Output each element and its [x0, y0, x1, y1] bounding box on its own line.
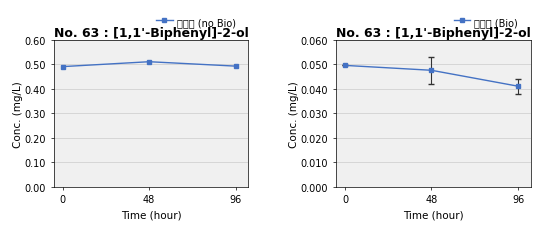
Text: No. 63 : [1,1'-Biphenyl]-2-ol: No. 63 : [1,1'-Biphenyl]-2-ol	[54, 26, 248, 39]
X-axis label: Time (hour): Time (hour)	[403, 210, 464, 220]
Y-axis label: Conc. (mg/L): Conc. (mg/L)	[289, 80, 299, 147]
X-axis label: Time (hour): Time (hour)	[121, 210, 181, 220]
Legend: 지수식 (no Bio): 지수식 (no Bio)	[151, 11, 241, 34]
Text: No. 63 : [1,1'-Biphenyl]-2-ol: No. 63 : [1,1'-Biphenyl]-2-ol	[336, 26, 531, 39]
Y-axis label: Conc. (mg/L): Conc. (mg/L)	[13, 80, 23, 147]
Legend: 지수식 (Bio): 지수식 (Bio)	[448, 11, 524, 34]
